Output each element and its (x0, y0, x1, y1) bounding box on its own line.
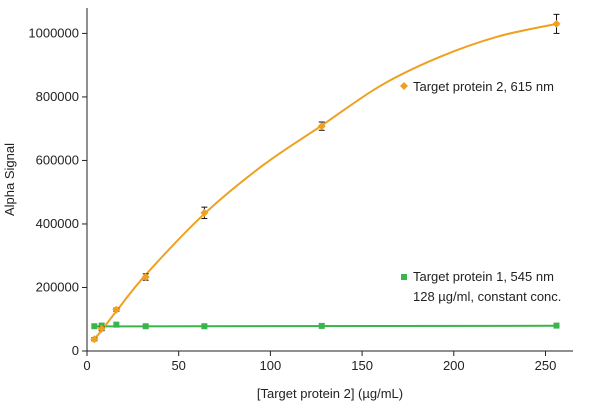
data-point-series-2 (112, 305, 121, 314)
x-tick-label: 150 (351, 358, 373, 373)
data-point-series-1 (201, 323, 208, 330)
axes: 0 50 100 150 200 250 0 200000 400000 600000 800000… (28, 8, 573, 373)
plot-area (90, 13, 561, 344)
x-tick-label: 250 (535, 358, 557, 373)
data-point-series-1 (142, 323, 149, 330)
data-point-series-1 (553, 322, 560, 329)
legend-label-series-2: Target protein 2, 615 nm (413, 79, 554, 94)
data-point-series-2 (552, 19, 561, 28)
data-point-series-2 (317, 122, 326, 131)
y-tick-label: 600000 (36, 152, 79, 167)
x-axis-label: [Target protein 2] (µg/mL) (257, 386, 403, 401)
legend-marker-series-1 (401, 274, 407, 280)
y-tick-label: 400000 (36, 216, 79, 231)
x-tick-label: 200 (443, 358, 465, 373)
data-point-series-2 (141, 273, 150, 282)
y-axis-label: Alpha Signal (2, 143, 17, 216)
y-tick-label: 0 (72, 343, 79, 358)
y-tick-label: 800000 (36, 89, 79, 104)
legend: Target protein 2, 615 nm Target protein … (400, 79, 561, 304)
x-tick-label: 100 (260, 358, 282, 373)
fit-line-series-1 (94, 324, 557, 328)
y-tick-label: 1000000 (28, 25, 79, 40)
data-point-series-2 (97, 324, 106, 333)
legend-marker-series-2 (400, 82, 408, 90)
data-point-series-1 (91, 323, 98, 330)
data-point-series-1 (113, 321, 120, 328)
x-tick-label: 50 (171, 358, 185, 373)
x-tick-label: 0 (83, 358, 90, 373)
data-point-series-1 (318, 322, 325, 329)
fit-line-series-2 (93, 22, 557, 340)
y-tick-label: 200000 (36, 279, 79, 294)
data-point-series-2 (90, 335, 99, 344)
legend-sublabel-series-1: 128 µg/ml, constant conc. (413, 289, 561, 304)
data-point-series-2 (200, 208, 209, 217)
legend-label-series-1: Target protein 1, 545 nm (413, 269, 554, 284)
